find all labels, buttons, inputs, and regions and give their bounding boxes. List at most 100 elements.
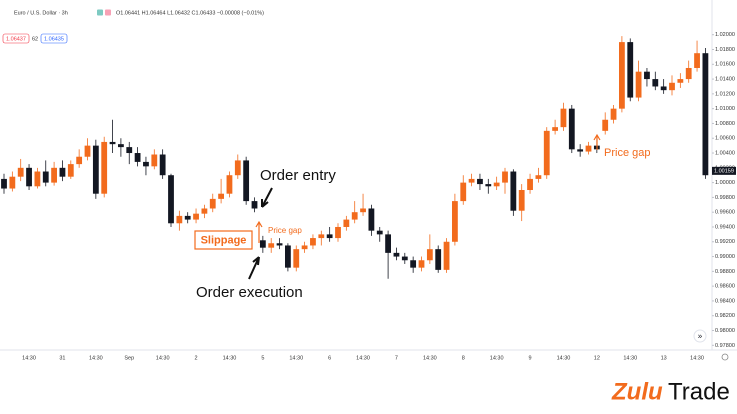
y-tick-label: 1.01200 [715,91,735,97]
candle-body [285,245,291,268]
candle-body [26,167,32,187]
slippage-box [194,230,253,250]
candle-body [627,42,634,98]
candle-body [218,193,224,199]
candle-body [401,256,408,261]
candle-body [118,144,124,148]
y-tick-label: 0.98800 [715,269,735,275]
candle-body [644,71,650,80]
candle-body [151,154,158,167]
candle-body [635,71,642,98]
candle-body [510,171,517,211]
price-gap-label: Price gap [604,147,650,159]
settings-icon[interactable] [721,353,729,361]
order-entry-label: Order entry [260,167,336,184]
last-price-label: 1.00159 [714,168,734,174]
x-tick-label: 14:30 [423,355,437,361]
ask-price: 1.06435 [44,36,64,42]
candle-body [92,145,99,194]
candle-body [243,160,250,202]
symbol-title: Euro / U.S. Dollar · 3h [14,10,68,16]
y-tick-label: 1.00800 [715,121,735,127]
candle-body [568,108,575,150]
candle-body [535,175,542,179]
y-tick-label: 0.98000 [715,328,735,334]
y-tick-label: 0.99800 [715,195,735,201]
candle-body [385,234,391,253]
candle-body [276,243,283,246]
y-tick-label: 1.00600 [715,136,735,142]
ask-box[interactable] [40,33,68,44]
price-gap-label: Price gap [268,226,302,235]
y-tick-label: 1.02000 [715,32,735,38]
candle-body [577,149,584,152]
candle-body [485,184,492,187]
y-tick-label: 1.00000 [715,180,735,186]
candle-body [376,230,383,235]
candle-body [34,171,41,187]
candle-body [159,154,166,176]
candle-body [702,53,709,176]
x-tick-label: 12 [594,355,600,361]
logo-zulu: Zulu [611,378,663,405]
candle-body [552,127,558,131]
x-tick-label: 2 [195,355,198,361]
y-tick-label: 0.99600 [715,210,735,216]
candle-body [610,108,617,120]
y-tick-label: 1.00400 [715,150,735,156]
candle-body [17,167,24,177]
candle-body [201,208,208,214]
x-tick-label: 13 [661,355,667,361]
scroll-button[interactable] [693,329,707,343]
candle-body [619,42,625,109]
candle-body [259,240,266,248]
candle-body [42,171,49,183]
candle-body [694,53,700,68]
candle-body [518,190,525,211]
x-tick-label: 14:30 [22,355,36,361]
candle-body [109,141,116,145]
status-icon [97,9,103,16]
x-tick-label: 14:30 [156,355,170,361]
candle-body [393,252,400,257]
candle-body [351,212,358,220]
candle-body [143,161,149,167]
logo-trade: Trade [668,378,730,405]
candle-body [176,215,183,224]
y-tick-label: 1.01400 [715,77,735,83]
candle-body [134,153,141,162]
candle-body [502,171,508,183]
candle-body [543,130,550,176]
x-tick-label: 14:30 [490,355,504,361]
candle-body [234,160,241,176]
candle-body [460,182,467,202]
x-tick-label: 14:30 [690,355,704,361]
candle-body [435,249,442,270]
candle-body [493,182,500,187]
candle-body [101,141,108,194]
x-tick-label: 6 [328,355,331,361]
x-tick-label: 31 [59,355,65,361]
arrow [261,187,273,208]
candle-body [410,260,417,268]
candle-body [251,201,258,209]
arrow [248,256,260,280]
candle-body [468,178,475,183]
x-tick-label: 14:30 [89,355,103,361]
status-icon [105,9,111,16]
candle-body [301,245,308,250]
x-tick-label: 7 [395,355,398,361]
candle-body [343,219,350,227]
x-tick-label: 5 [261,355,264,361]
candle-body [1,178,7,189]
candle-body [293,249,300,268]
y-tick-label: 1.01600 [715,62,735,68]
y-tick-label: 0.99000 [715,254,735,260]
bid-box[interactable] [2,33,30,44]
candle-body [669,82,675,91]
x-tick-label: 8 [462,355,465,361]
candle-body [527,178,533,191]
x-tick-label: 14:30 [223,355,237,361]
